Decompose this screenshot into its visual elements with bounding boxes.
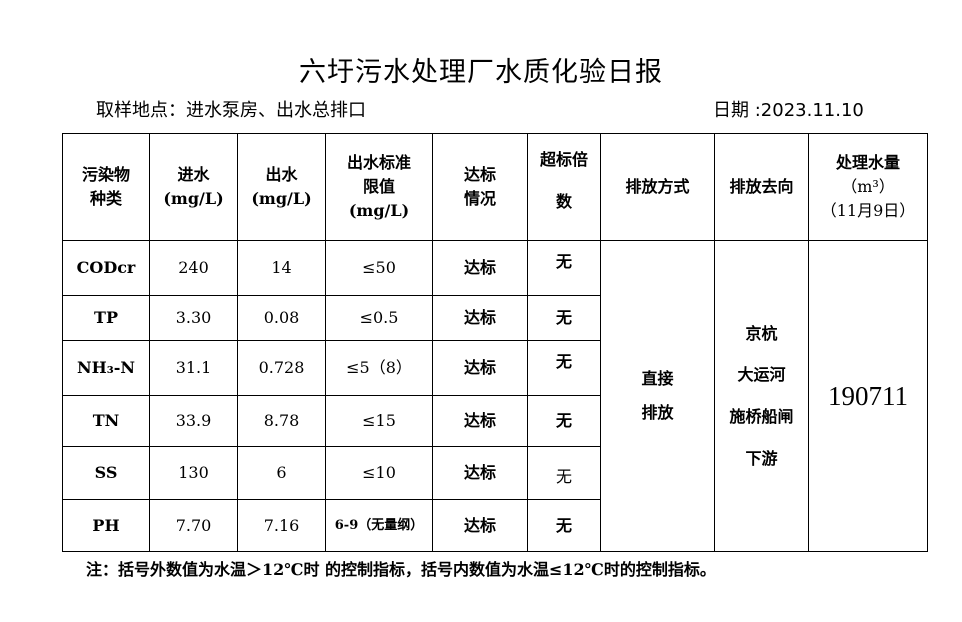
sampling-location: 取样地点：进水泵房、出水总排口 [96,100,366,121]
header-limit: 出水标准 限值 (mg/L) [325,133,433,241]
footnote: 注：括号外数值为水温＞12℃时 的控制指标，括号内数值为水温≤12℃时的控制指标… [86,560,716,579]
report-title: 六圩污水处理厂水质化验日报 [299,57,663,88]
table-row: NH₃-N 31.1 0.728 ≤5（8） 达标无 [62,340,928,396]
treated-volume: 190711 [808,240,928,552]
header-pollutant: 污染物种类 [62,133,150,241]
table-row: TN 33.9 8.78 ≤15 达标无 [62,395,928,447]
table-row: PH 7.70 7.16 6-9（无量纲） 达标无 [62,499,928,552]
header-volume: 处理水量 （m³） （11月9日） [808,133,928,241]
table-row: SS 130 6 ≤10 达标无 [62,446,928,500]
header-exceed: 超标倍数 [527,133,601,241]
report-date: 日期 :2023.11.10 [713,100,864,121]
header-outflow: 出水(mg/L) [237,133,326,241]
discharge-destination: 京杭 大运河 施桥船闸 下游 [714,240,809,552]
header-destination: 排放去向 [714,133,809,241]
header-inflow: 进水(mg/L) [149,133,238,241]
table-row: CODcr 240 14 ≤50 达标 无 直接 排放 京杭 大运河 施桥船闸 下游 1… [62,240,928,552]
header-method: 排放方式 [600,133,715,241]
header-status: 达标情况 [432,133,528,241]
water-quality-table: 污染物种类 进水(mg/L) 出水(mg/L) 出水标准 限值 (mg/L) 达标情… [62,133,928,552]
header-row: 污染物种类 进水(mg/L) 出水(mg/L) 出水标准 限值 (mg/L) 达标情… [62,133,928,241]
discharge-method: 直接 排放 [600,240,715,552]
table-row: TP 3.30 0.08 ≤0.5 达标无 [62,295,928,341]
